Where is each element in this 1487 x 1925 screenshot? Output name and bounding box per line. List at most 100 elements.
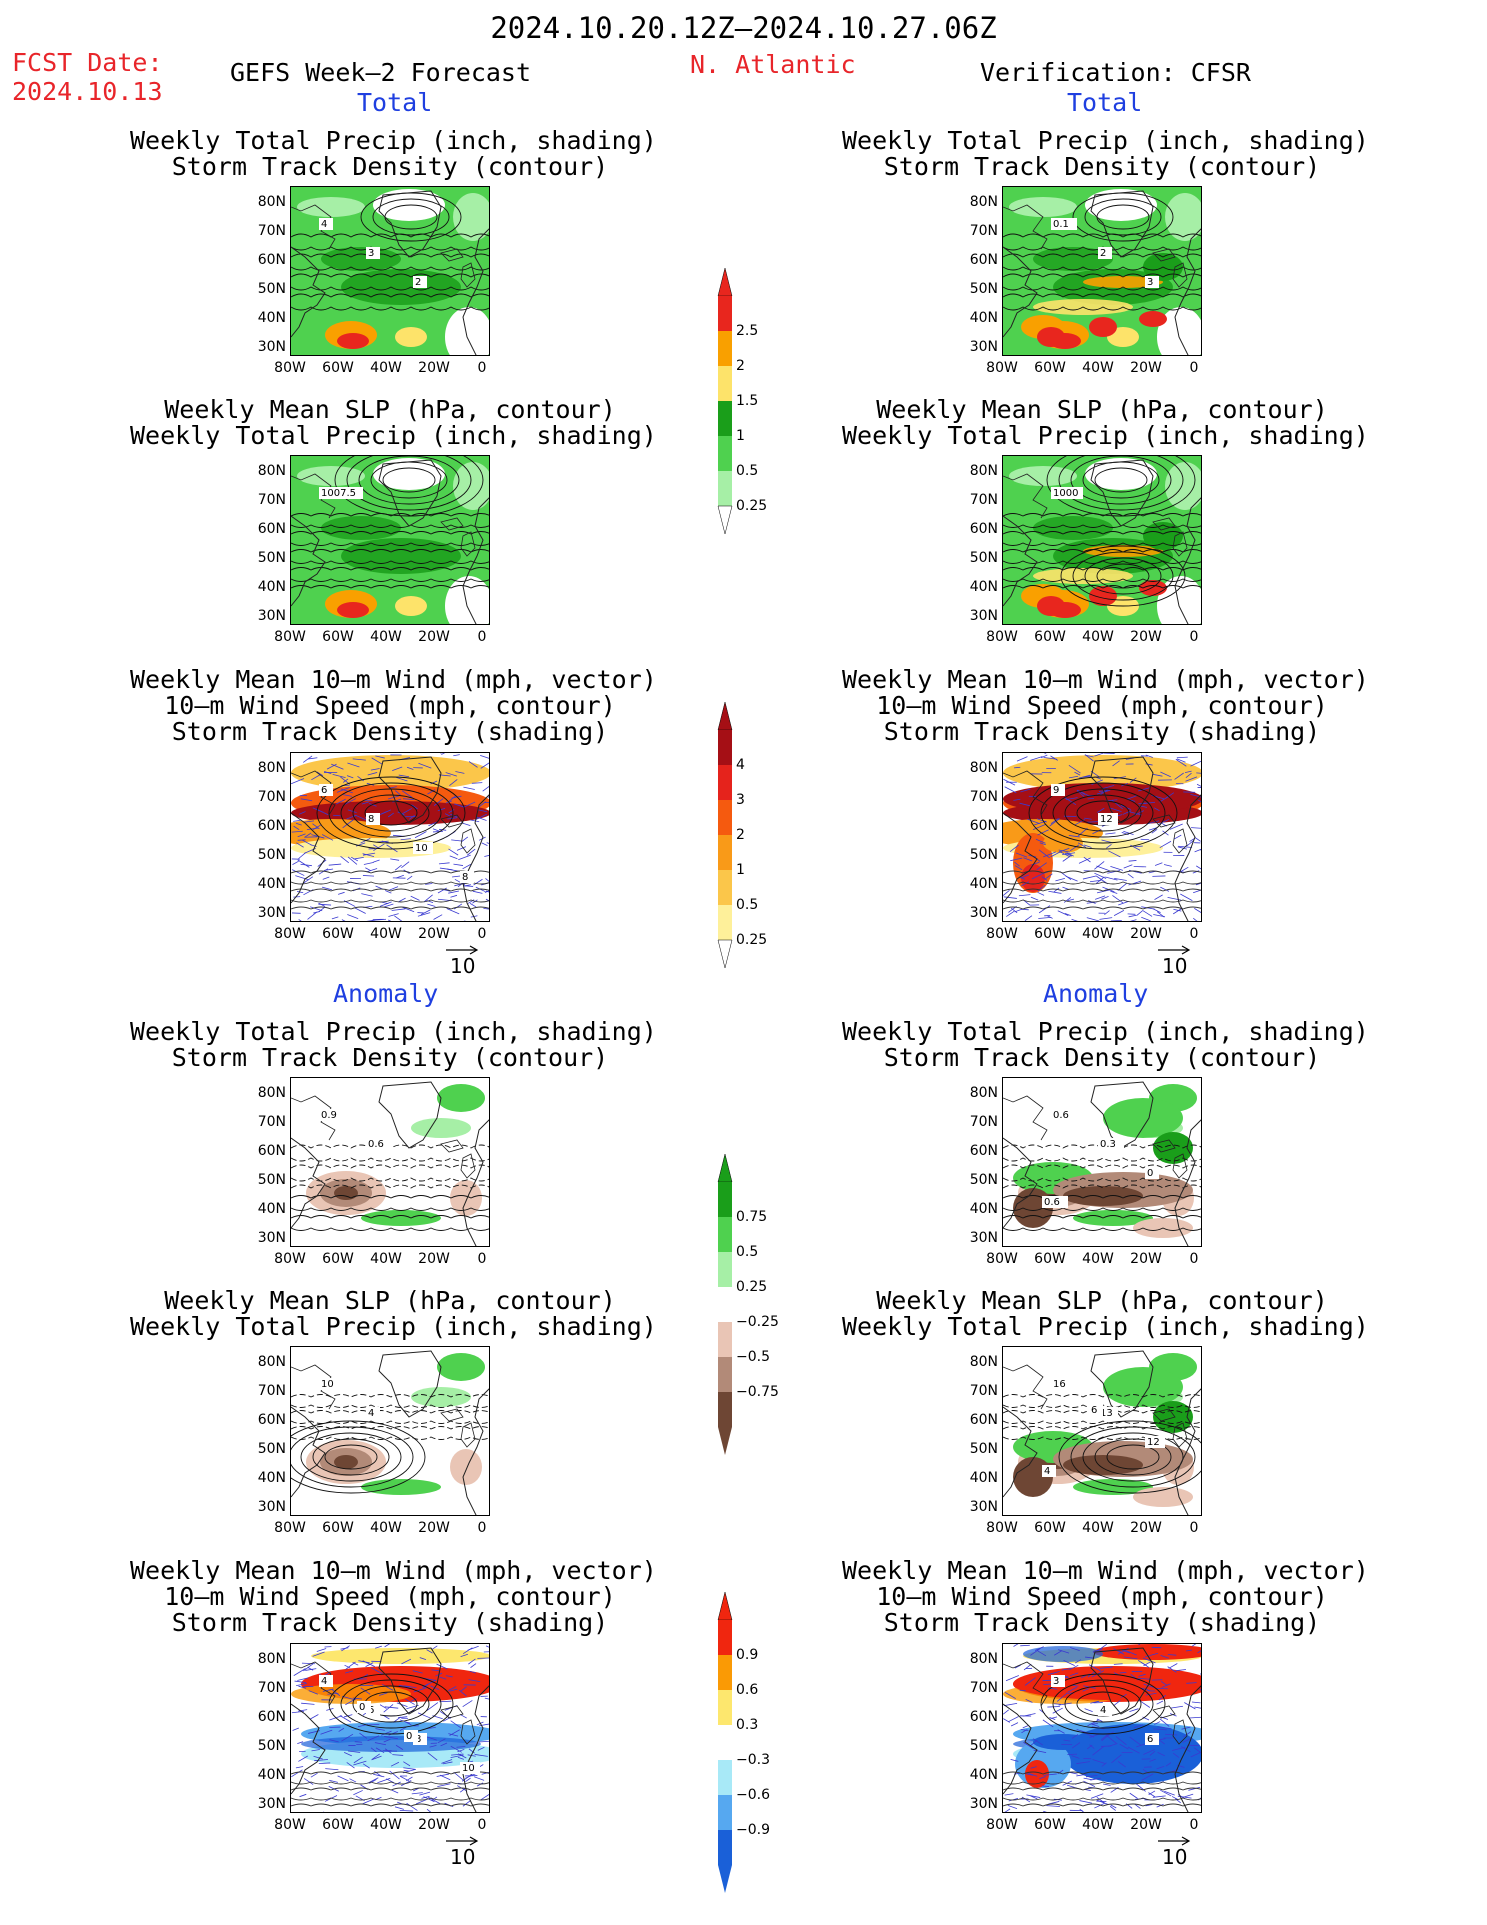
lat-tick-label: 40N xyxy=(969,1201,998,1217)
left-total-wind_track-title-line: 10–m Wind Speed (mph, contour) xyxy=(164,691,616,720)
contour-label: 2 xyxy=(1100,248,1106,259)
colorbar-segment xyxy=(718,835,732,870)
lat-tick-label: 80N xyxy=(257,463,286,479)
colorbar-tick-label: 0.5 xyxy=(736,463,759,479)
lon-tick-label: 0 xyxy=(1189,360,1199,376)
colorbar-segment xyxy=(718,730,732,765)
lon-tick-label: 60W xyxy=(322,629,354,645)
right-anom-precip_track-title-line: Storm Track Density (contour) xyxy=(883,1043,1321,1072)
lat-tick-label: 60N xyxy=(969,1412,998,1428)
right-anom-wind_track-title-line: Weekly Mean 10–m Wind (mph, vector) xyxy=(842,1556,1369,1585)
colorbar-segment xyxy=(718,471,732,506)
right-anom-slp_precip-map: 16 13 12 4 6 xyxy=(1002,1346,1202,1516)
colorbar-segment xyxy=(718,1760,732,1795)
lat-tick-label: 70N xyxy=(257,1383,286,1399)
colorbar-segment xyxy=(718,870,732,905)
right-total-precip_track-map: 0.1 2 3 xyxy=(1002,186,1202,356)
colorbar-tick-label: −0.3 xyxy=(736,1752,770,1768)
contour-label: 0.6 xyxy=(368,1139,384,1150)
lon-tick-label: 80W xyxy=(986,926,1018,942)
lon-tick-label: 60W xyxy=(322,360,354,376)
left-total-wind_track-map: 6 8 10 8 xyxy=(290,752,490,922)
lat-tick-label: 60N xyxy=(969,1709,998,1725)
lat-tick-label: 30N xyxy=(969,1230,998,1246)
colorbar-tick-label: 0.25 xyxy=(736,1279,768,1295)
lon-tick-label: 20W xyxy=(418,360,450,376)
right-anom-wind_track-map-graphic: 3 4 6 xyxy=(1003,1644,1201,1812)
track_anom-colorbar xyxy=(717,1591,733,1893)
colorbar-tick-label: 3 xyxy=(736,792,745,808)
contour-label: 0.6 xyxy=(1044,1197,1060,1208)
right-total-precip_track-map-graphic: 0.1 2 3 xyxy=(1003,187,1201,355)
lat-tick-label: 70N xyxy=(257,789,286,805)
lon-tick-label: 20W xyxy=(1130,360,1162,376)
contour-label: 1000 xyxy=(1053,488,1078,499)
lon-tick-label: 60W xyxy=(322,1817,354,1833)
lat-tick-label: 50N xyxy=(969,1172,998,1188)
colorbar-segment xyxy=(718,1322,732,1357)
lon-tick-label: 80W xyxy=(986,629,1018,645)
left-anom-slp_precip-title-line: Weekly Total Precip (inch, shading) xyxy=(130,1312,657,1341)
lat-tick-label: 30N xyxy=(257,1230,286,1246)
fcst-date-label: FCST Date: xyxy=(12,48,163,77)
lon-tick-label: 0 xyxy=(477,629,487,645)
vector-reference-label: 10 xyxy=(450,954,476,978)
colorbar-segment xyxy=(718,1357,732,1392)
colorbar-segment xyxy=(718,1690,732,1725)
lat-tick-label: 30N xyxy=(257,1499,286,1515)
left-total-precip_track-map-graphic: 4 3 2 xyxy=(291,187,489,355)
colorbar-segment xyxy=(718,1287,732,1322)
precip_total-colorbar xyxy=(717,267,733,535)
left-anom-wind_track-title: Weekly Mean 10–m Wind (mph, vector) 10–m … xyxy=(130,1558,657,1637)
contour-label: 0.9 xyxy=(321,1110,337,1121)
lon-tick-label: 40W xyxy=(1082,1520,1114,1536)
left-total-wind_track-title: Weekly Mean 10–m Wind (mph, vector) 10–m … xyxy=(130,667,657,746)
left-anom-precip_track-map: 0.9 0.6 xyxy=(290,1077,490,1247)
lon-tick-label: 40W xyxy=(1082,1817,1114,1833)
lat-tick-label: 80N xyxy=(257,1354,286,1370)
lon-tick-label: 80W xyxy=(274,360,306,376)
lat-tick-label: 50N xyxy=(257,281,286,297)
colorbar-tick-label: 2 xyxy=(736,358,745,374)
left-anom-wind_track-title-line: 10–m Wind Speed (mph, contour) xyxy=(164,1582,616,1611)
colorbar-tick-label: −0.9 xyxy=(736,1822,770,1838)
lat-tick-label: 70N xyxy=(969,1680,998,1696)
lat-tick-label: 50N xyxy=(257,847,286,863)
left-total-precip_track-title-line: Weekly Total Precip (inch, shading) xyxy=(130,126,657,155)
lat-tick-label: 50N xyxy=(969,1738,998,1754)
colorbar-segment xyxy=(718,1725,732,1760)
lat-tick-label: 40N xyxy=(969,1767,998,1783)
left-anom-wind_track-title-line: Storm Track Density (shading) xyxy=(171,1608,609,1637)
colorbar-segment xyxy=(718,1655,732,1690)
lat-tick-label: 70N xyxy=(969,223,998,239)
contour-label: 0 xyxy=(1147,1168,1153,1179)
lon-tick-label: 40W xyxy=(370,1817,402,1833)
lat-tick-label: 30N xyxy=(257,608,286,624)
vector-reference-arrow xyxy=(1158,945,1191,955)
colorbar-tick-label: 2.5 xyxy=(736,323,759,339)
lon-tick-label: 0 xyxy=(477,1520,487,1536)
vector-reference-label: 10 xyxy=(450,1845,476,1869)
lon-tick-label: 20W xyxy=(1130,926,1162,942)
lon-tick-label: 60W xyxy=(1034,1817,1066,1833)
colorbar-tick-label: 1.5 xyxy=(736,393,759,409)
lon-tick-label: 20W xyxy=(1130,1817,1162,1833)
lat-tick-label: 60N xyxy=(257,252,286,268)
lat-tick-label: 60N xyxy=(257,521,286,537)
lat-tick-label: 50N xyxy=(257,550,286,566)
right-anom-wind_track-title-line: 10–m Wind Speed (mph, contour) xyxy=(876,1582,1328,1611)
lat-tick-label: 30N xyxy=(969,1796,998,1812)
right-anom-wind_track-title: Weekly Mean 10–m Wind (mph, vector) 10–m … xyxy=(842,1556,1369,1637)
colorbar-segment xyxy=(718,401,732,436)
left-anom-slp_precip-title: Weekly Mean SLP (hPa, contour) Weekly Tot… xyxy=(130,1288,657,1341)
contour-label: 2 xyxy=(415,277,421,288)
main-title: 2024.10.20.12Z–2024.10.27.06Z xyxy=(490,11,997,45)
left-total-wind_track-title-line: Storm Track Density (shading) xyxy=(171,717,609,746)
lat-tick-label: 70N xyxy=(969,1383,998,1399)
right-anom-wind_track-title-line: Storm Track Density (shading) xyxy=(883,1608,1321,1637)
contour-label: 8 xyxy=(462,872,468,883)
right-anom-slp_precip-title: Weekly Mean SLP (hPa, contour) Weekly Tot… xyxy=(842,1288,1369,1340)
contour-label: 0.6 xyxy=(1053,1110,1069,1121)
lat-tick-label: 60N xyxy=(969,818,998,834)
contour-label: 0 xyxy=(359,1702,365,1713)
